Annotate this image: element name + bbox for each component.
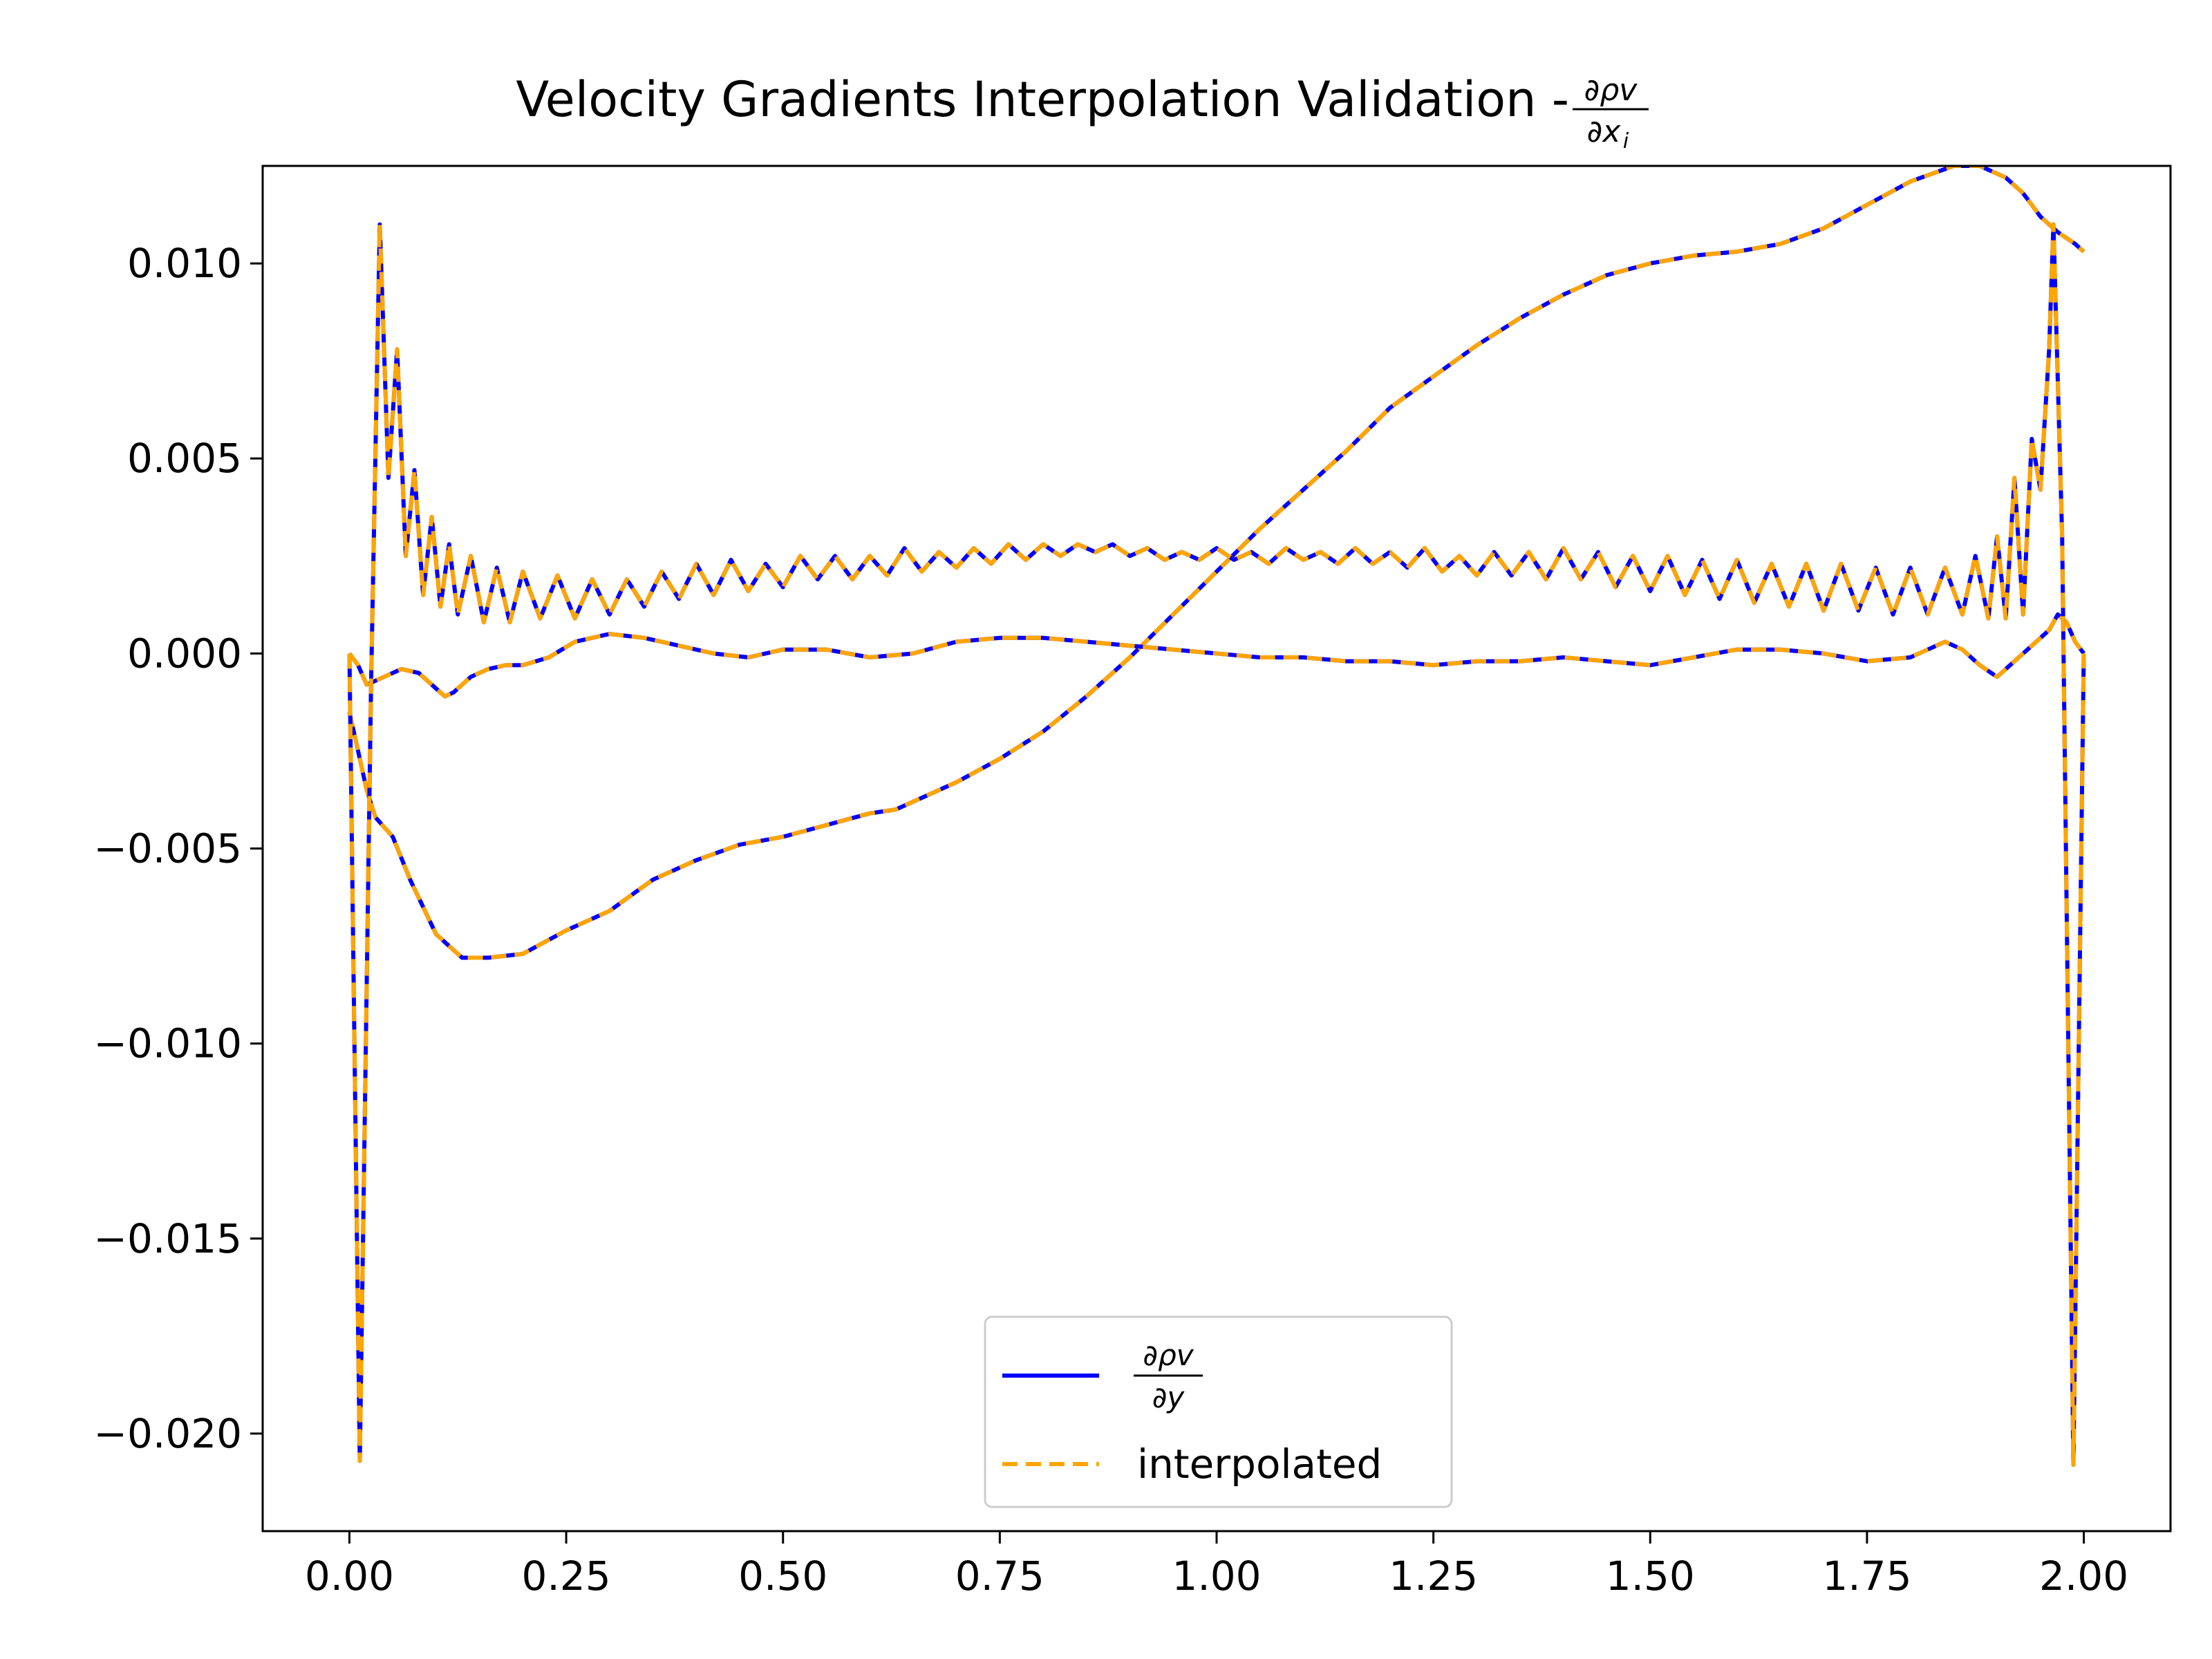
x-tick-label: 1.00 [1172, 1553, 1261, 1600]
legend-fraction-denominator: ∂y [1152, 1380, 1185, 1414]
y-tick-label: −0.020 [93, 1410, 242, 1457]
series-interpolated-line-1 [347, 166, 2086, 960]
y-tick-label: 0.010 [127, 240, 242, 287]
series-interpolated-line-2 [348, 612, 2086, 699]
legend-entry-reference: ∂ρv ∂y [1002, 1338, 1203, 1414]
x-axis: 0.00 0.25 0.50 0.75 1.00 1.25 1.50 1.75 2.00 [305, 1531, 2128, 1600]
series-layer [347, 166, 2086, 1468]
title-text: Velocity Gradients Interpolation Validat… [516, 71, 1569, 128]
chart-title: Velocity Gradients Interpolation Validat… [516, 71, 1649, 153]
x-tick-label: 1.75 [1822, 1553, 1911, 1600]
title-fraction-denominator: ∂x [1587, 114, 1622, 149]
y-tick-label: −0.005 [93, 825, 242, 872]
legend-fraction-numerator: ∂ρv [1143, 1338, 1194, 1372]
x-tick-label: 1.25 [1389, 1553, 1478, 1600]
legend-frame [984, 1315, 1453, 1508]
title-fraction: ∂ρv ∂x i [1573, 73, 1649, 153]
x-tick-label: 2.00 [2039, 1553, 2128, 1600]
y-tick-label: −0.015 [93, 1215, 242, 1262]
series-interpolated-line-3 [347, 222, 2086, 1468]
y-tick-label: 0.000 [127, 630, 242, 677]
x-tick-label: 0.50 [738, 1553, 827, 1600]
y-axis: 0.010 0.005 0.000 −0.005 −0.010 −0.015 −0.020 [93, 240, 263, 1457]
title-fraction-subscript: i [1623, 129, 1629, 153]
x-tick-label: 0.00 [305, 1553, 394, 1600]
legend-label-interpolated: interpolated [1137, 1441, 1382, 1488]
x-tick-label: 1.50 [1606, 1553, 1695, 1600]
legend: ∂ρv ∂y interpolated [984, 1315, 1453, 1508]
y-tick-label: −0.010 [93, 1020, 242, 1067]
title-fraction-numerator: ∂ρv [1584, 73, 1638, 108]
y-tick-label: 0.005 [127, 435, 242, 482]
legend-entry-interpolated: interpolated [1002, 1441, 1382, 1488]
x-tick-label: 0.75 [955, 1553, 1044, 1600]
x-tick-label: 0.25 [522, 1553, 611, 1600]
